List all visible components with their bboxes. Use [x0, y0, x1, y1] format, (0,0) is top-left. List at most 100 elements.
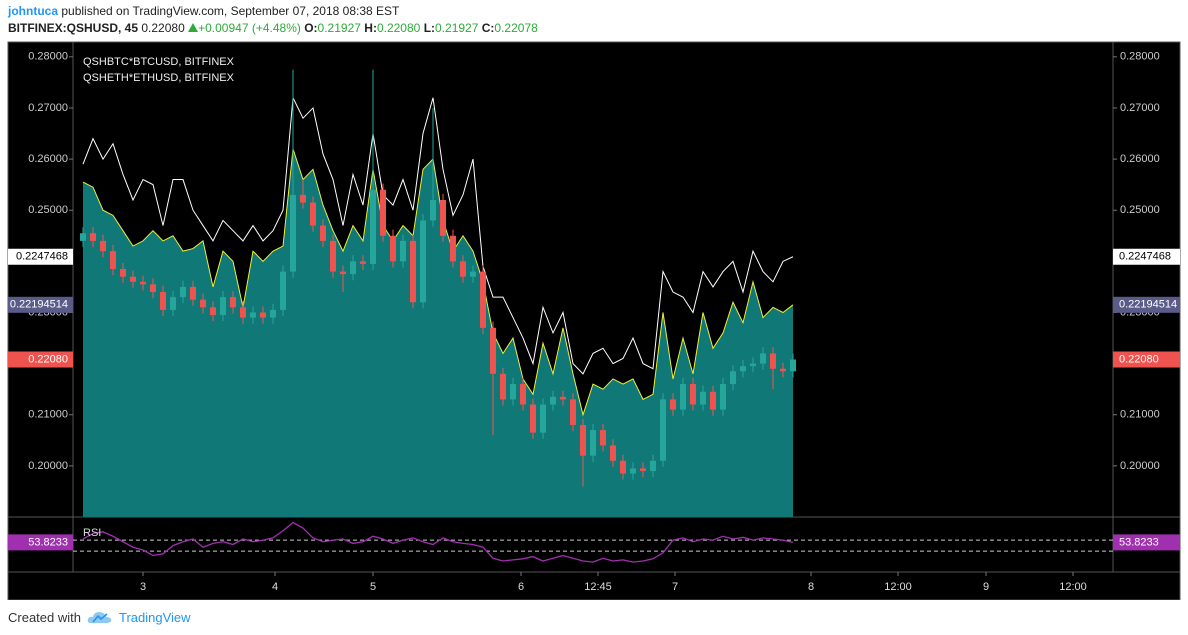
x-tick-label: 12:00: [884, 581, 912, 593]
candle-body: [140, 281, 146, 285]
price-badge: [1113, 534, 1180, 551]
candle-body: [280, 271, 286, 310]
legend-entry: QSHBTC*BTCUSD, BITFINEX: [83, 56, 235, 68]
candle-body: [790, 359, 796, 372]
y-tick-label: 0.26000: [1120, 153, 1160, 165]
line: [82, 95, 794, 375]
candle-body: [130, 276, 136, 282]
candle-body: [190, 286, 196, 300]
y-tick-label: 0.27000: [1120, 102, 1160, 114]
candle-body: [390, 235, 396, 262]
candle-body: [260, 312, 266, 318]
ohlc-key: H:: [364, 21, 377, 35]
y-tick-label: 0.21000: [1120, 409, 1160, 421]
candle-body: [740, 366, 746, 372]
created-with: Created with: [8, 609, 81, 625]
candle-body: [220, 297, 226, 316]
y-tick-label: 0.26000: [28, 153, 68, 165]
candle-body: [360, 261, 366, 264]
ohlc-key: C:: [481, 21, 495, 35]
price-badge: [8, 296, 73, 313]
candle-body: [640, 468, 646, 471]
candle-body: [620, 460, 626, 474]
candle-body: [490, 327, 496, 374]
y-tick-label: 0.20000: [28, 460, 68, 472]
line: [82, 148, 794, 417]
brand-logo: [87, 612, 112, 623]
price-badge-label: 53.8233: [1119, 536, 1159, 548]
candle-body: [150, 284, 156, 293]
candle-body: [770, 353, 776, 369]
ohlc-value: 0.21927: [435, 21, 479, 35]
candle-body: [560, 396, 566, 400]
candle-body: [650, 460, 656, 471]
symbol: BITFINEX:QSHUSD, 45: [8, 21, 139, 35]
candle-body: [570, 399, 576, 425]
candle-body: [750, 363, 756, 367]
author[interactable]: johntuca: [8, 4, 58, 18]
candle-body: [440, 199, 446, 236]
candle-body: [410, 240, 416, 303]
candle-body: [430, 199, 436, 221]
candle-body: [540, 404, 546, 433]
price-badge: [1113, 248, 1180, 265]
candle-body: [630, 468, 636, 474]
price-badge-label: 0.22194514: [10, 299, 68, 311]
ohlc-key: L:: [423, 21, 436, 35]
ohlc-value: 0.22080: [376, 21, 421, 35]
rsi-line: [82, 521, 794, 563]
x-tick-label: 4: [272, 581, 278, 593]
area: [83, 148, 793, 517]
candle-body: [320, 225, 326, 241]
candle-body: [110, 251, 116, 270]
candle-body: [690, 384, 696, 405]
ohlc-value: 0.21927: [317, 21, 361, 35]
candle-body: [660, 399, 666, 461]
candle-body: [370, 189, 376, 264]
ohlc-key: O:: [304, 21, 318, 35]
rsi-label: RSI: [83, 527, 101, 539]
price-badge: [1113, 351, 1180, 368]
candle-body: [590, 430, 596, 456]
candle-body: [520, 384, 526, 405]
price-badge-label: 53.8233: [28, 536, 68, 548]
candle-body: [550, 396, 556, 405]
price-badge-label: 0.22194514: [1119, 299, 1177, 311]
x-tick-label: 6: [518, 581, 524, 593]
candle-body: [700, 391, 706, 405]
price-badge: [8, 248, 73, 265]
candle-body: [160, 292, 166, 310]
y-tick-label: 0.21000: [28, 409, 68, 421]
brand[interactable]: TradingView: [118, 609, 191, 625]
candle-body: [580, 424, 586, 456]
candle-body: [780, 368, 786, 372]
candle-body: [330, 240, 336, 272]
candle-body: [200, 299, 206, 308]
candle-body: [400, 240, 406, 262]
price-badge-label: 0.2247468: [16, 251, 68, 263]
candle-body: [720, 384, 726, 410]
published: published on TradingView.com, September …: [61, 4, 400, 18]
candle-body: [670, 399, 676, 410]
candle-body: [80, 233, 86, 241]
candle-body: [100, 240, 106, 252]
y-tick-label: 0.25000: [1120, 204, 1160, 216]
candle-body: [290, 194, 296, 272]
candle-body: [170, 297, 176, 310]
candle-body: [420, 220, 426, 303]
candle-body: [120, 269, 126, 277]
candle-body: [610, 445, 616, 461]
x-tick-label: 3: [140, 581, 146, 593]
y-tick-label: 0.27000: [28, 102, 68, 114]
candle-body: [180, 286, 186, 298]
candle-body: [230, 297, 236, 308]
publish-line: johntuca published on TradingView.com, S…: [8, 3, 538, 20]
candle-body: [380, 189, 386, 236]
candle-body: [600, 430, 606, 446]
candle-body: [270, 309, 276, 318]
x-tick-label: 8: [808, 581, 814, 593]
ohlc-value: 0.22078: [494, 21, 538, 35]
candle-body: [340, 271, 346, 275]
chart: 0.28000 0.28000 0.27000 0.27000 0.26000 0.260…: [7, 41, 1181, 600]
